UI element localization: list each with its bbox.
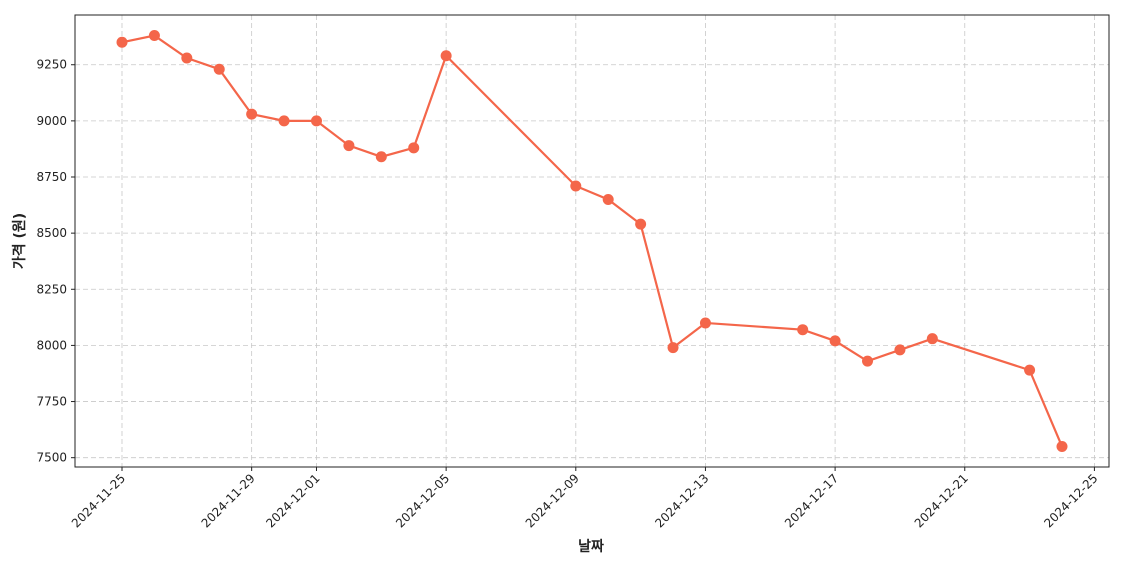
data-point [570,180,582,192]
x-tick-label: 2024-12-09 [523,471,582,530]
data-point [213,63,225,75]
x-tick-label: 2024-12-21 [912,471,971,530]
data-point [375,151,387,163]
x-tick-label: 2024-11-29 [199,471,258,530]
y-tick-label: 7500 [36,451,67,465]
data-point [862,355,874,367]
y-axis-label: 가격 (원) [11,213,28,269]
data-point [148,30,160,42]
y-tick-label: 8500 [36,226,67,240]
y-tick-label: 7750 [36,395,67,409]
data-point [602,193,614,205]
x-tick-label: 2024-12-05 [393,471,452,530]
data-point [278,115,290,127]
data-point [699,317,711,329]
y-tick-label: 9250 [36,58,67,72]
y-tick-label: 8250 [36,282,67,296]
data-point [926,333,938,345]
x-axis-label: 날짜 [578,539,604,555]
x-tick-label: 2024-12-13 [652,471,711,530]
data-point [408,142,420,154]
y-tick-label: 8750 [36,170,67,184]
x-tick-label: 2024-12-17 [782,471,841,530]
y-tick-label: 8000 [36,338,67,352]
data-point [343,140,355,152]
data-point [667,342,679,354]
data-point [635,218,647,230]
x-tick-label: 2024-12-01 [263,471,322,530]
x-tick-label: 2024-12-25 [1041,471,1100,530]
data-point [440,50,452,62]
data-point [797,324,809,336]
plot-frame [74,14,1110,468]
x-tick-label: 2024-11-25 [69,471,128,530]
data-point [181,52,193,64]
data-point [1056,440,1068,452]
data-point [1024,364,1036,376]
series-line [121,34,1064,447]
data-point [829,335,841,347]
y-tick-label: 9000 [36,114,67,128]
data-point [310,115,322,127]
data-point [894,344,906,356]
data-point [246,108,258,120]
data-point [116,36,128,48]
